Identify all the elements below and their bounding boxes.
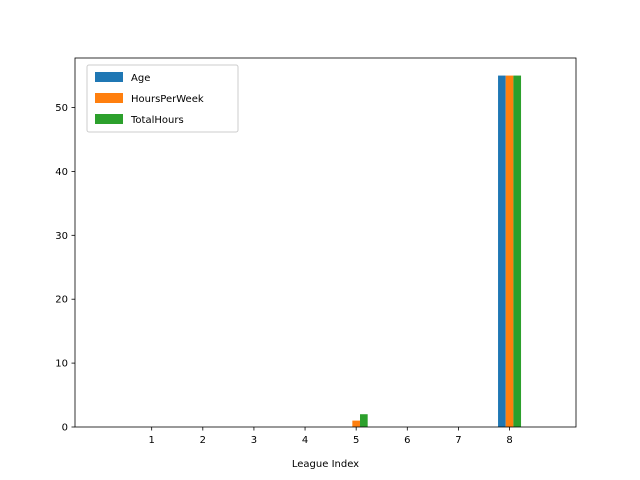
x-tick-label: 8 <box>506 435 512 446</box>
x-tick-label: 6 <box>404 435 410 446</box>
bar-age-8 <box>498 75 506 428</box>
legend-label-age: Age <box>131 73 150 84</box>
legend-box <box>86 64 239 133</box>
bar-totalhours-5 <box>360 414 368 427</box>
legend: Age HoursPerWeek TotalHours <box>86 64 239 133</box>
plot-frame <box>74 57 577 428</box>
legend-swatch-totalhours <box>95 114 123 124</box>
x-tick-label: 1 <box>148 435 154 446</box>
y-tick-label: 50 <box>55 103 68 114</box>
y-axis-ticks: 0 10 20 30 40 50 <box>55 103 75 434</box>
legend-label-hoursperweek: HoursPerWeek <box>131 94 204 105</box>
y-tick-label: 10 <box>55 359 68 370</box>
bar-hoursperweek-8 <box>505 75 514 428</box>
legend-swatch-hoursperweek <box>95 93 123 103</box>
y-tick-label: 30 <box>55 231 68 242</box>
x-tick-label: 3 <box>251 435 257 446</box>
x-tick-label: 5 <box>353 435 359 446</box>
legend-label-totalhours: TotalHours <box>130 115 184 126</box>
x-tick-label: 7 <box>455 435 461 446</box>
x-tick-label: 4 <box>302 435 308 446</box>
legend-swatch-age <box>95 72 123 82</box>
x-axis-ticks: 1 2 3 4 5 6 7 8 <box>148 427 513 446</box>
y-tick-label: 20 <box>55 295 68 306</box>
y-tick-label: 0 <box>62 423 68 434</box>
bar-hoursperweek-5 <box>352 420 361 427</box>
x-tick-label: 2 <box>200 435 206 446</box>
x-axis-label: League Index <box>292 459 359 470</box>
bar-totalhours-8 <box>513 75 522 428</box>
y-tick-label: 40 <box>55 167 68 178</box>
bars-layer <box>352 75 522 428</box>
